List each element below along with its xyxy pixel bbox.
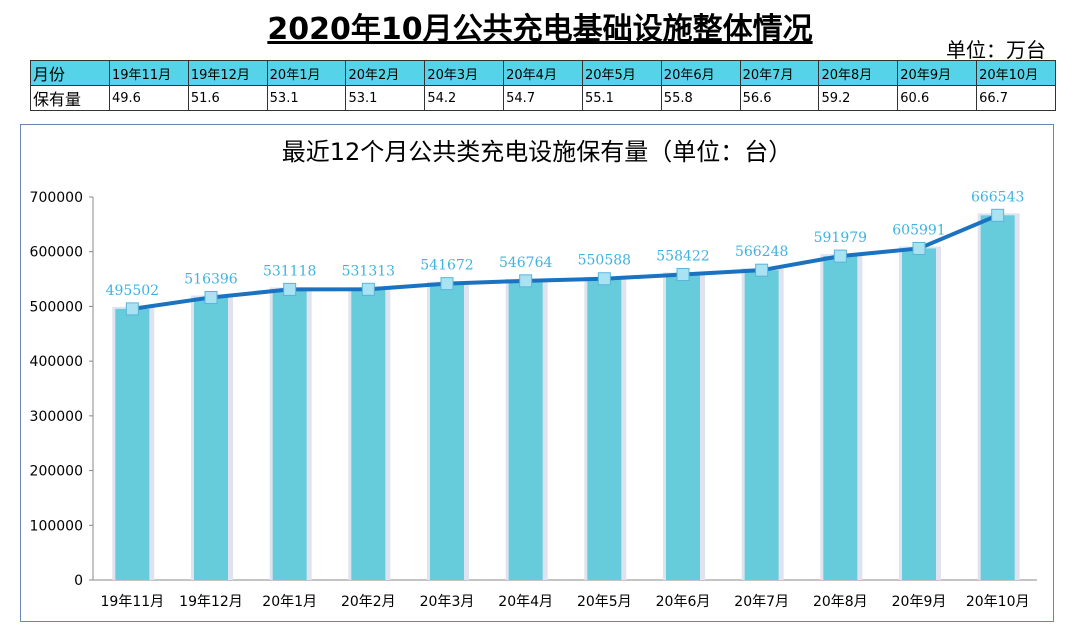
month-cell: 20年9月 xyxy=(897,60,978,86)
point-marker xyxy=(991,208,1005,222)
month-cell: 20年1月 xyxy=(266,60,347,86)
chart-panel: 最近12个月公共类充电设施保有量（单位：台） 0 100000 200000 30000… xyxy=(20,124,1054,622)
month-header-cell: 月份 xyxy=(30,60,110,86)
bar xyxy=(272,289,307,580)
x-tick-label: 20年3月 xyxy=(420,594,475,610)
point-marker xyxy=(440,277,454,291)
data-label: 558422 xyxy=(656,248,709,264)
data-label: 531313 xyxy=(342,263,395,279)
point-marker xyxy=(204,290,218,304)
y-tick-label: 600000 xyxy=(30,245,83,261)
data-label: 550588 xyxy=(578,253,631,269)
value-header-cell: 保有量 xyxy=(30,85,110,111)
point-marker xyxy=(125,302,139,316)
bar-line-chart: 最近12个月公共类充电设施保有量（单位：台） 0 100000 200000 30000… xyxy=(30,138,1037,610)
bar xyxy=(115,308,150,580)
table-row: 保有量 49.6 51.6 53.1 53.1 54.2 54.7 55.1 55.8 56.6… xyxy=(30,85,1056,111)
bar xyxy=(744,270,779,580)
month-cell: 20年10月 xyxy=(976,60,1056,86)
y-tick-label: 0 xyxy=(74,573,83,589)
value-cell: 66.7 xyxy=(976,85,1056,111)
value-cell: 56.6 xyxy=(739,85,820,111)
bar xyxy=(351,289,386,580)
point-marker xyxy=(833,249,847,263)
x-tick-label: 20年6月 xyxy=(656,594,711,610)
month-cell: 20年2月 xyxy=(345,60,426,86)
bar xyxy=(980,215,1015,580)
month-cell: 20年7月 xyxy=(739,60,820,86)
x-tick-label: 20年5月 xyxy=(577,594,632,610)
value-cell: 54.7 xyxy=(503,85,583,111)
data-label: 605991 xyxy=(892,222,945,238)
month-cell: 20年6月 xyxy=(660,60,741,86)
y-tick-label: 100000 xyxy=(30,518,83,534)
data-label: 546764 xyxy=(499,255,553,271)
x-tick-label: 20年4月 xyxy=(498,594,553,610)
data-label: 666543 xyxy=(971,189,1024,205)
point-marker xyxy=(283,282,297,296)
page-title: 2020年10月公共充电基础设施整体情况 xyxy=(267,12,813,47)
month-cell: 20年4月 xyxy=(503,60,583,86)
point-marker xyxy=(912,241,926,255)
x-tick-label: 20年9月 xyxy=(892,594,947,610)
y-tick-label: 500000 xyxy=(30,299,83,315)
month-cell: 19年12月 xyxy=(187,60,268,86)
point-marker xyxy=(676,267,690,281)
value-cell: 53.1 xyxy=(345,85,426,111)
month-cell: 20年3月 xyxy=(424,60,505,86)
value-cell: 55.8 xyxy=(660,85,741,111)
bar xyxy=(902,248,936,581)
x-tick-label: 20年10月 xyxy=(966,594,1030,610)
y-tick-label: 400000 xyxy=(30,354,83,370)
data-label: 566248 xyxy=(735,244,788,260)
x-tick-label: 20年7月 xyxy=(734,594,789,610)
point-marker xyxy=(519,274,533,288)
month-cell: 20年8月 xyxy=(818,60,899,86)
month-cell: 19年11月 xyxy=(109,60,189,86)
x-tick-label: 20年2月 xyxy=(341,594,396,610)
bar xyxy=(587,278,622,580)
data-label: 495502 xyxy=(106,283,159,299)
x-tick-label: 19年12月 xyxy=(179,594,243,610)
series-line xyxy=(132,213,999,311)
y-tick-label: 700000 xyxy=(30,190,83,206)
x-tick-label: 19年11月 xyxy=(101,594,165,610)
data-label: 541672 xyxy=(420,258,473,274)
value-cell: 55.1 xyxy=(581,85,662,111)
bar xyxy=(666,274,700,580)
unit-label: 单位：万台 xyxy=(946,38,1046,62)
value-cell: 49.6 xyxy=(109,85,189,111)
bar xyxy=(823,256,858,580)
y-tick-label: 200000 xyxy=(30,464,83,480)
bar xyxy=(508,280,543,580)
data-label: 531118 xyxy=(263,263,316,279)
x-tick-label: 20年1月 xyxy=(262,594,317,610)
table-header-row: 月份 19年11月 19年12月 20年1月 20年2月 20年3月 20年4月 20年5月… xyxy=(30,60,1056,86)
y-tick-label: 300000 xyxy=(30,409,83,425)
value-cell: 59.2 xyxy=(818,85,899,111)
value-cell: 53.1 xyxy=(266,85,347,111)
bar xyxy=(194,297,228,580)
value-cell: 54.2 xyxy=(424,85,505,111)
data-label: 591979 xyxy=(814,230,867,246)
bar xyxy=(430,283,464,580)
summary-table: 月份 19年11月 19年12月 20年1月 20年2月 20年3月 20年4月 20年5月… xyxy=(30,60,1056,111)
value-cell: 51.6 xyxy=(187,85,268,111)
data-label: 516396 xyxy=(184,271,238,287)
x-tick-label: 20年8月 xyxy=(813,594,868,610)
value-cell: 60.6 xyxy=(897,85,978,111)
chart-title: 最近12个月公共类充电设施保有量（单位：台） xyxy=(282,138,793,166)
point-marker xyxy=(755,263,769,277)
point-marker xyxy=(361,282,375,296)
point-marker xyxy=(597,272,611,286)
month-cell: 20年5月 xyxy=(581,60,662,86)
